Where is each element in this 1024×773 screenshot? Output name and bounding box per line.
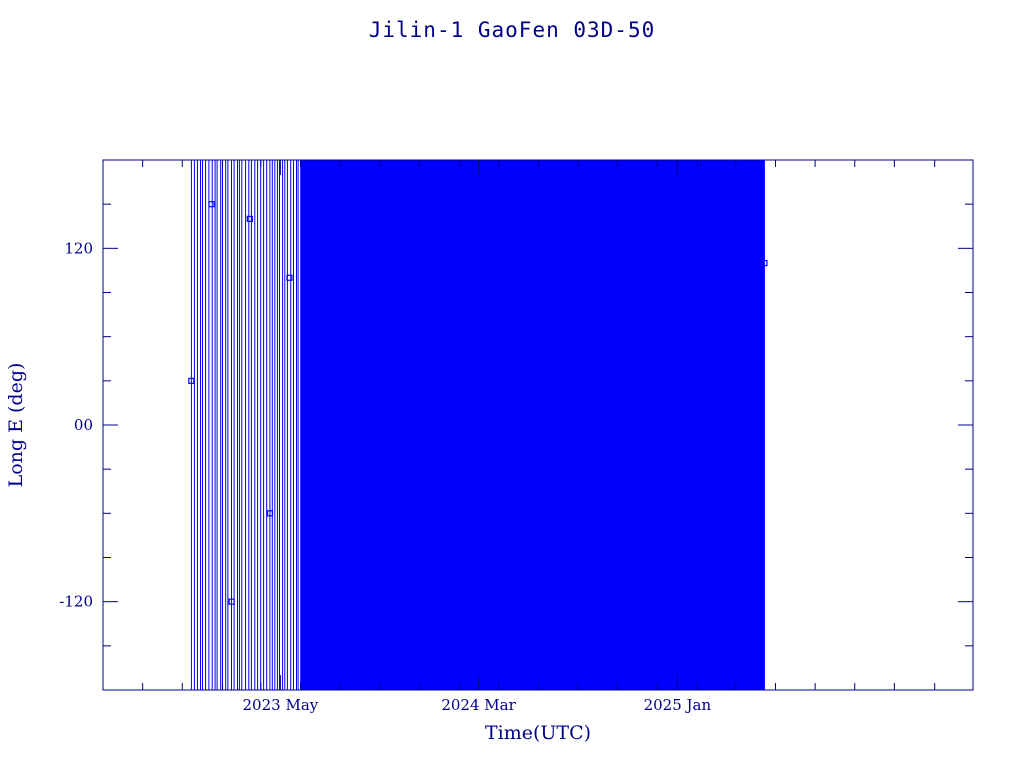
data-point: [286, 274, 293, 281]
chart-title: Jilin-1 GaoFen 03D-50: [369, 18, 656, 42]
y-axis-label: Long E (deg): [5, 363, 27, 488]
data-point: [228, 598, 235, 605]
y-tick-label: 120: [64, 239, 93, 257]
x-tick-label: 2024 Mar: [441, 696, 516, 714]
data-point: [246, 215, 253, 222]
series-trace: [190, 160, 765, 690]
x-axis-label: Time(UTC): [485, 722, 591, 744]
data-point: [366, 245, 373, 252]
y-tick-label: 00: [74, 416, 93, 434]
data-point: [405, 613, 413, 620]
x-tick-label: 2025 Jan: [644, 696, 712, 714]
data-point: [208, 201, 215, 208]
data-point: [643, 318, 650, 326]
data-point: [326, 289, 333, 296]
data-point: [721, 598, 728, 605]
ticks: [103, 160, 973, 690]
data-point: [445, 304, 452, 311]
data-point: [563, 289, 571, 296]
tick-labels: 120 00 -120 2023 May 2024 Mar 2025 Jan: [59, 239, 711, 714]
data-point: [266, 510, 274, 517]
y-tick-label: -120: [59, 593, 93, 611]
data-point: [761, 259, 768, 267]
data-point: [524, 569, 531, 576]
data-point: [306, 642, 313, 649]
data-point: [683, 296, 690, 303]
data-point: [604, 628, 611, 635]
data-point: [188, 377, 195, 384]
data-layer: [188, 160, 768, 690]
data-point: [484, 333, 491, 340]
x-tick-label: 2023 May: [243, 696, 319, 714]
